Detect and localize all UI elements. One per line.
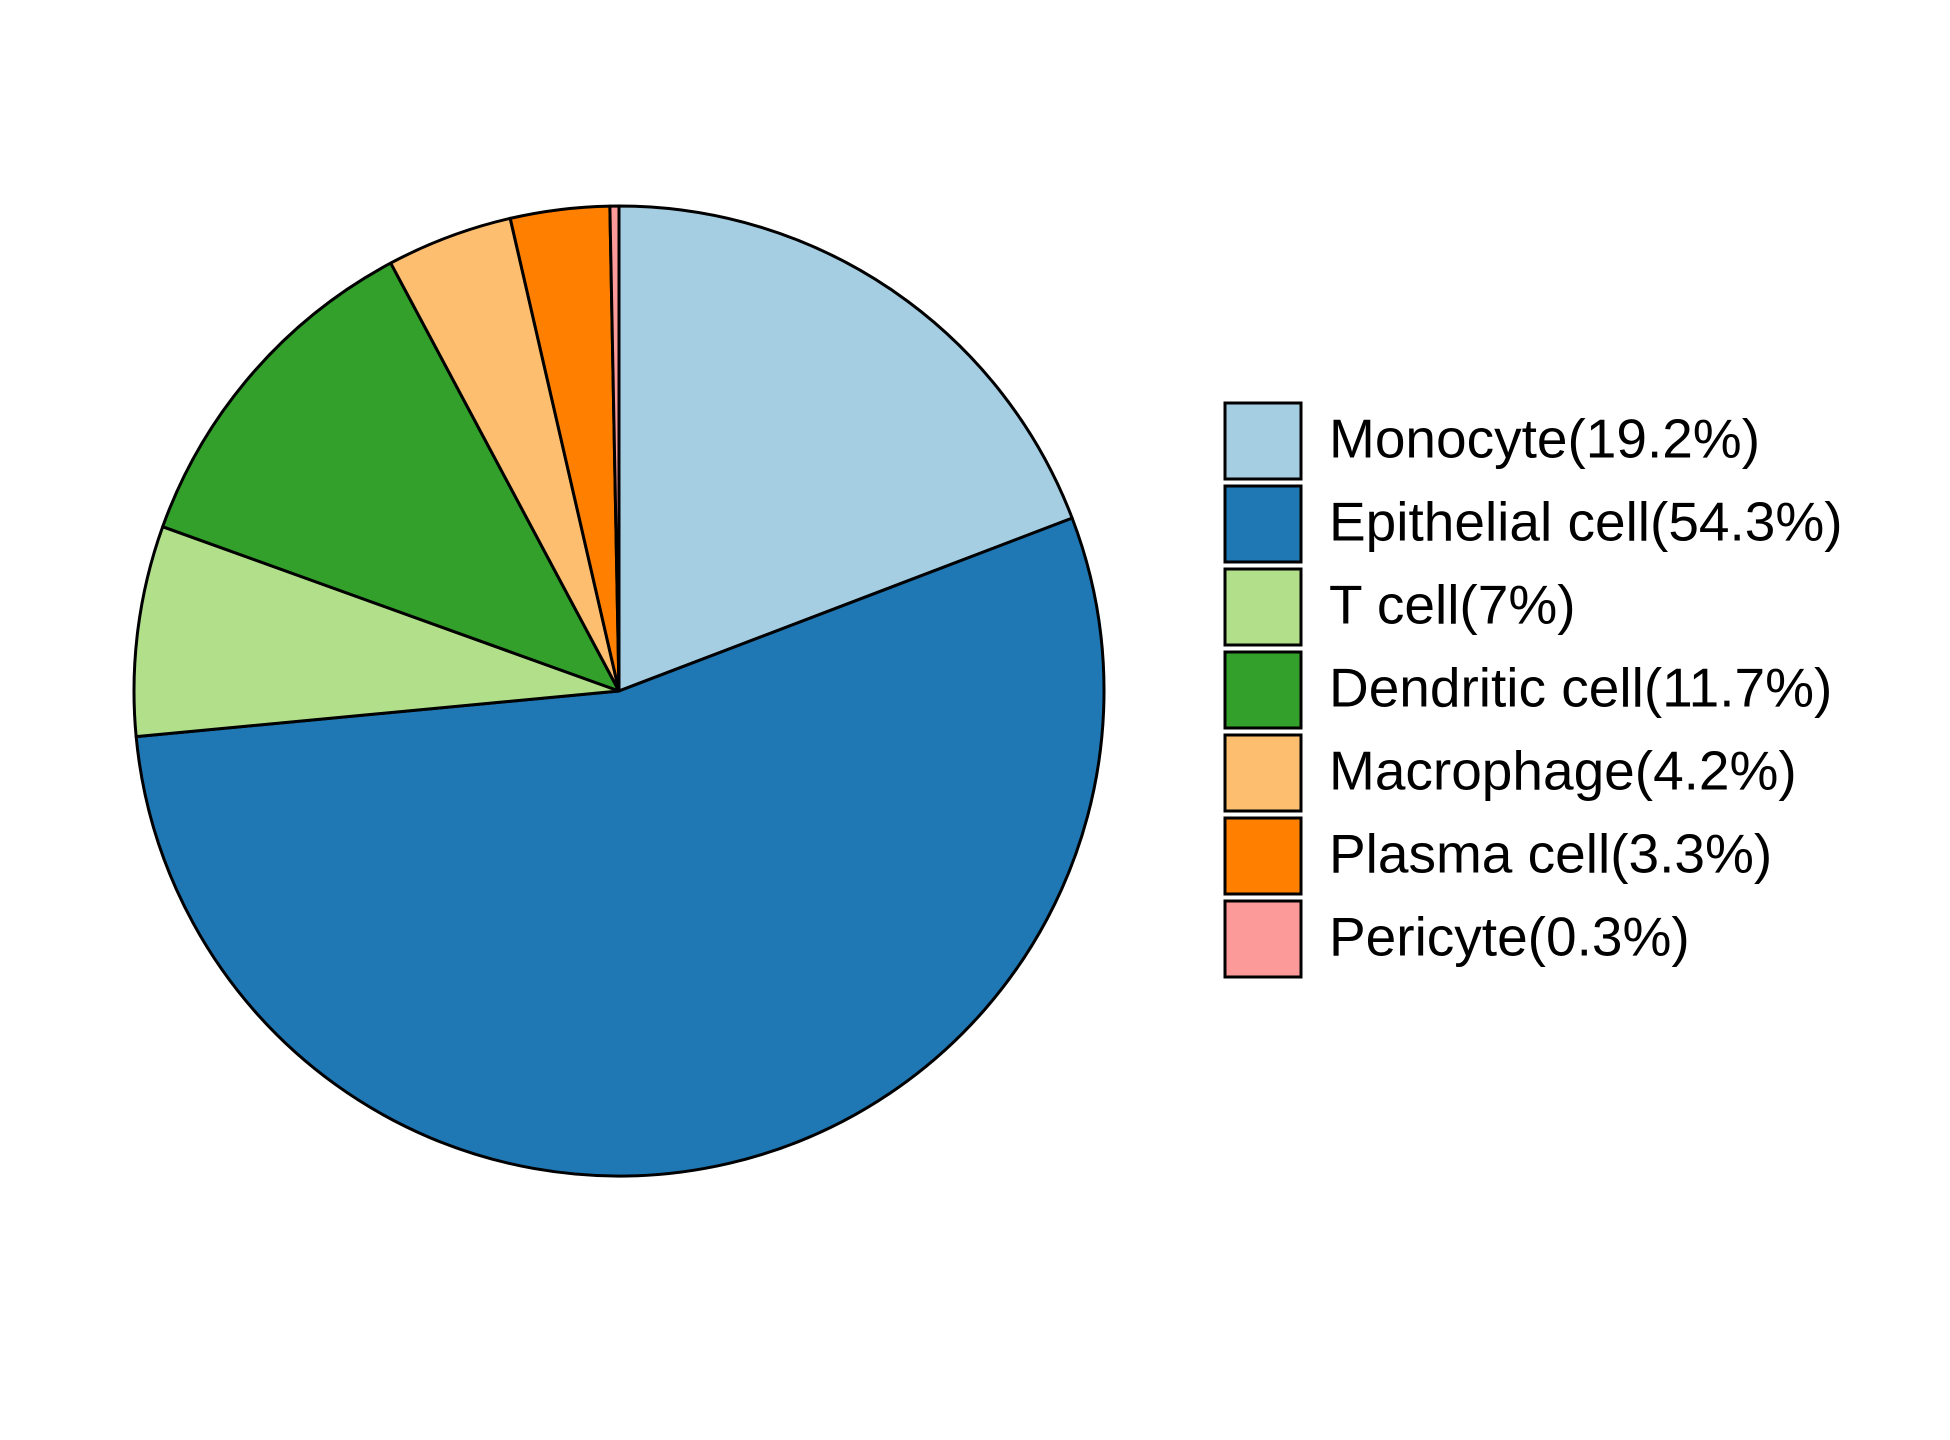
legend-swatch: [1223, 650, 1303, 730]
legend-swatch: [1223, 733, 1303, 813]
pie-slice: [608, 204, 621, 693]
legend-label: T cell(7%): [1329, 574, 1576, 636]
pie-slice: [161, 261, 621, 693]
legend-swatch: [1223, 401, 1303, 481]
legend-label: Pericyte(0.3%): [1329, 906, 1690, 968]
pie-slice: [134, 516, 1106, 1178]
legend-label: Monocyte(19.2%): [1329, 408, 1760, 470]
legend-label: Dendritic cell(11.7%): [1329, 657, 1832, 719]
pie-slice: [617, 204, 1074, 693]
legend-swatch: [1223, 484, 1303, 564]
legend-label: Plasma cell(3.3%): [1329, 823, 1772, 885]
legend-swatch: [1223, 816, 1303, 896]
legend-swatch: [1223, 899, 1303, 979]
legend-label: Macrophage(4.2%): [1329, 740, 1797, 802]
legend-swatch: [1223, 567, 1303, 647]
legend-label: Epithelial cell(54.3%): [1329, 491, 1843, 553]
pie-slice: [132, 525, 621, 739]
